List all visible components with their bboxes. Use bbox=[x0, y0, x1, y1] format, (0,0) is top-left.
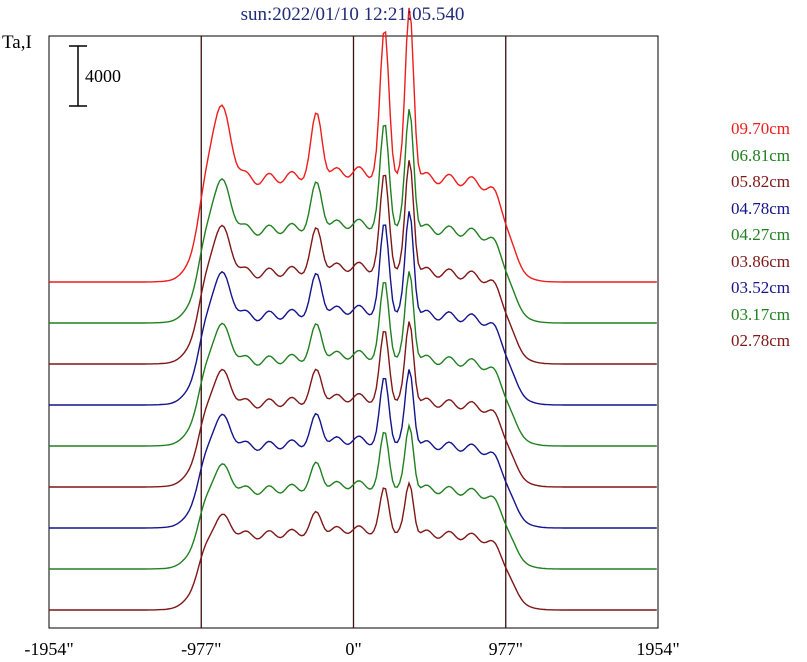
y-axis-label: Ta,I bbox=[2, 32, 32, 53]
series-line-09.70cm bbox=[49, 7, 657, 283]
x-tick-label: -977" bbox=[181, 639, 221, 659]
scale-bar: 4000 bbox=[69, 45, 121, 107]
legend-item: 03.52cm bbox=[731, 278, 791, 297]
x-tick-labels: -1954" -977" 0" 977" 1954" bbox=[24, 639, 679, 659]
scale-bar-label: 4000 bbox=[85, 66, 121, 86]
legend-item: 06.81cm bbox=[731, 145, 791, 165]
chart-title: sun:2022/01/10 12:21:05.540 bbox=[240, 4, 465, 25]
x-tick-label: -1954" bbox=[24, 639, 73, 659]
x-tick-label: 1954" bbox=[636, 639, 679, 659]
legend-item: 03.17cm bbox=[731, 304, 791, 324]
x-tick-label: 0" bbox=[345, 639, 361, 659]
legend-item: 09.70cm bbox=[731, 119, 791, 138]
series-line-03.86cm bbox=[49, 321, 657, 488]
series-line-03.17cm bbox=[49, 422, 657, 570]
series-line-04.27cm bbox=[49, 271, 657, 447]
legend-item: 03.86cm bbox=[731, 251, 791, 271]
series-line-04.78cm bbox=[49, 211, 657, 406]
series-line-06.81cm bbox=[49, 109, 657, 324]
legend-item: 02.78cm bbox=[731, 331, 791, 350]
series-line-03.52cm bbox=[49, 369, 657, 529]
legend-item: 05.82cm bbox=[731, 172, 791, 191]
legend-item: 04.27cm bbox=[731, 225, 791, 244]
series-line-02.78cm bbox=[49, 480, 657, 611]
x-tick-label: 977" bbox=[489, 639, 523, 659]
series-group bbox=[49, 7, 657, 611]
legend-item: 04.78cm bbox=[731, 198, 791, 218]
series-line-05.82cm bbox=[49, 160, 657, 365]
